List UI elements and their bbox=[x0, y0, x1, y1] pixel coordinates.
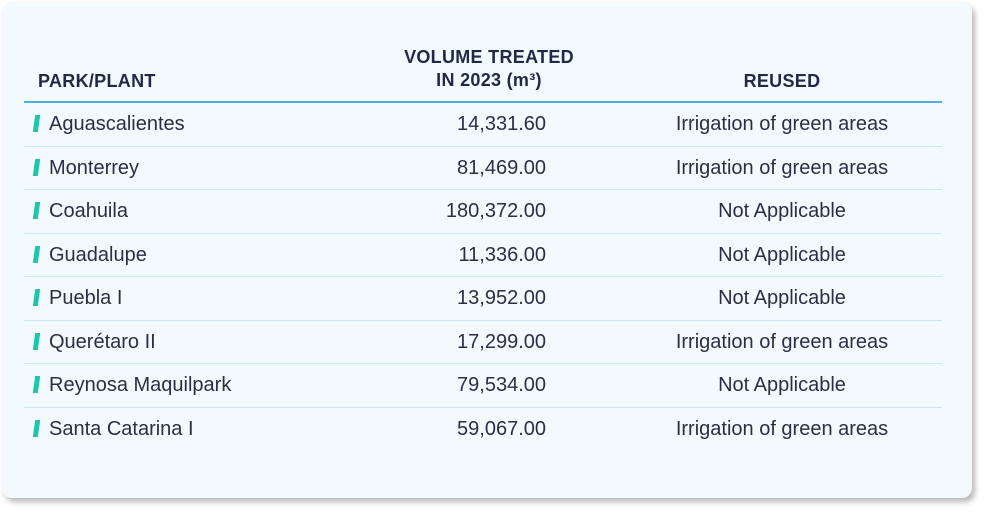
cell-reused: Not Applicable bbox=[718, 374, 846, 396]
cell-volume: 59,067.00 bbox=[457, 417, 546, 440]
table-row: Aguascalientes 14,331.60 Irrigation of g… bbox=[24, 103, 942, 147]
cell-park-plant: Monterrey bbox=[49, 156, 140, 179]
cell-reused: Not Applicable bbox=[718, 287, 846, 309]
table-row: Santa Catarina I 59,067.00 Irrigation of… bbox=[24, 408, 942, 451]
cell-reused: Irrigation of green areas bbox=[675, 156, 889, 179]
cell-volume: 11,336.00 bbox=[458, 243, 547, 266]
cell-park-plant: Aguascalientes bbox=[49, 113, 185, 135]
cell-park-plant: Santa Catarina I bbox=[49, 417, 194, 440]
row-marker bbox=[32, 419, 41, 437]
table-header: PARK/PLANT VOLUME TREATED IN 2023 (m³) R… bbox=[24, 46, 942, 103]
table-row: Monterrey 81,469.00 Irrigation of green … bbox=[24, 147, 942, 190]
header-reused: REUSED bbox=[743, 71, 821, 91]
table-row: Guadalupe 11,336.00 Not Applicable bbox=[24, 234, 942, 277]
table-row: Querétaro II 17,299.00 Irrigation of gre… bbox=[24, 321, 942, 364]
cell-park-plant: Coahuila bbox=[49, 200, 128, 222]
cell-reused: Not Applicable bbox=[718, 200, 846, 222]
cell-volume: 14,331.60 bbox=[457, 113, 546, 135]
cell-reused: Irrigation of green areas bbox=[675, 330, 889, 353]
cell-park-plant: Puebla I bbox=[49, 287, 123, 309]
cell-volume: 17,299.00 bbox=[457, 330, 546, 353]
header-park-plant: PARK/PLANT bbox=[38, 71, 156, 91]
cell-volume: 180,372.00 bbox=[445, 200, 546, 222]
row-marker bbox=[32, 289, 41, 306]
table-card: PARK/PLANT VOLUME TREATED IN 2023 (m³) R… bbox=[2, 2, 972, 498]
row-marker bbox=[32, 115, 41, 132]
table-row: Puebla I 13,952.00 Not Applicable bbox=[24, 277, 942, 321]
cell-volume: 81,469.00 bbox=[457, 156, 546, 179]
cell-park-plant: Guadalupe bbox=[49, 243, 147, 266]
header-volume-line2: IN 2023 (m³) bbox=[436, 70, 542, 90]
header-volume-treated: VOLUME TREATED IN 2023 (m³) bbox=[364, 46, 614, 92]
row-marker bbox=[32, 376, 41, 393]
cell-park-plant: Reynosa Maquilpark bbox=[49, 374, 232, 396]
water-treatment-table: PARK/PLANT VOLUME TREATED IN 2023 (m³) R… bbox=[24, 46, 942, 450]
cell-reused: Not Applicable bbox=[718, 243, 846, 266]
cell-volume: 13,952.00 bbox=[457, 287, 546, 309]
cell-reused: Irrigation of green areas bbox=[675, 417, 889, 440]
row-marker bbox=[32, 332, 41, 350]
row-marker bbox=[32, 158, 41, 176]
header-volume-line1: VOLUME TREATED bbox=[404, 47, 574, 67]
row-marker bbox=[32, 245, 41, 263]
cell-park-plant: Querétaro II bbox=[49, 330, 156, 353]
cell-volume: 79,534.00 bbox=[457, 374, 546, 396]
table-row: Coahuila 180,372.00 Not Applicable bbox=[24, 190, 942, 234]
row-marker bbox=[32, 202, 41, 219]
table-row: Reynosa Maquilpark 79,534.00 Not Applica… bbox=[24, 364, 942, 408]
cell-reused: Irrigation of green areas bbox=[675, 113, 889, 135]
